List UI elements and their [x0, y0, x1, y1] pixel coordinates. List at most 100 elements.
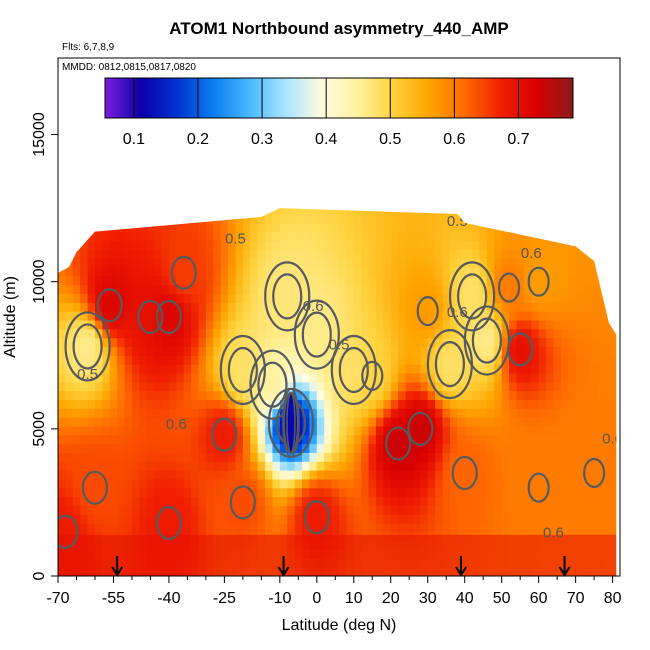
chart-title: ATOM1 Northbound asymmetry_440_AMP [169, 19, 508, 38]
field-cell [449, 434, 458, 445]
field-cell [479, 443, 488, 453]
field-cell [516, 381, 525, 392]
field-cell [94, 390, 103, 401]
field-cell [605, 355, 614, 365]
field-cell [494, 231, 503, 242]
field-cell [516, 461, 525, 471]
field-cell [583, 266, 592, 277]
field-cell [139, 284, 148, 295]
field-cell [124, 434, 133, 445]
field-cell [353, 231, 362, 242]
field-cell [198, 434, 207, 445]
field-cell [213, 302, 222, 312]
field-cell [183, 311, 192, 321]
field-cell [346, 470, 355, 480]
field-cell [58, 275, 66, 286]
field-cell [257, 249, 266, 259]
field-cell [531, 328, 540, 339]
field-cell [265, 284, 274, 295]
field-cell [479, 240, 488, 250]
field-cell [597, 355, 606, 365]
field-cell [109, 266, 118, 277]
field-cell [464, 222, 473, 233]
field-cell [250, 461, 259, 471]
field-cell [553, 487, 562, 498]
field-cell [250, 208, 259, 215]
field-cell [124, 372, 133, 383]
field-cell [390, 523, 399, 533]
field-cell [494, 487, 503, 498]
contour-line [583, 457, 606, 489]
field-cell [235, 222, 244, 233]
field-cell [605, 275, 614, 286]
colorbar-tick-label: 0.1 [123, 131, 145, 148]
field-cell [94, 208, 103, 215]
field-cell [272, 372, 281, 383]
field-cell [213, 514, 222, 524]
field-cell [198, 399, 207, 409]
field-cell [546, 487, 555, 498]
field-cell [575, 487, 584, 498]
field-cell [560, 478, 569, 489]
field-cell [383, 390, 392, 401]
field-cell [583, 452, 592, 462]
field-cell [87, 514, 96, 524]
field-cell [390, 505, 399, 515]
field-cell [383, 399, 392, 409]
field-cell [58, 417, 66, 427]
field-cell [183, 399, 192, 409]
field-cell [509, 443, 518, 453]
field-cell [287, 196, 295, 205]
contour-line [227, 346, 258, 394]
field-cell [117, 346, 126, 356]
field-cell [435, 487, 444, 498]
field-cell [405, 266, 414, 277]
field-cell [80, 443, 89, 453]
field-cell [538, 346, 547, 356]
field-cell [213, 390, 222, 401]
field-cell [139, 425, 148, 436]
field-cell [375, 249, 384, 259]
contour-line [81, 470, 109, 505]
field-cell [213, 355, 222, 365]
field-cell [346, 514, 355, 524]
field-cell [102, 452, 111, 462]
field-cell [294, 249, 303, 259]
field-cell [80, 399, 89, 409]
field-cell [198, 514, 207, 524]
field-cell [316, 514, 325, 524]
field-cell [553, 222, 562, 233]
field-cell [390, 434, 399, 445]
field-cell [117, 452, 126, 462]
field-cell [605, 390, 614, 401]
field-cell [405, 514, 414, 524]
field-cell [206, 196, 214, 205]
field-cell [324, 425, 333, 436]
colorbar-bar [104, 77, 574, 119]
field-cell [183, 231, 192, 242]
field-cell [420, 364, 429, 374]
field-cell [131, 355, 140, 365]
field-cell [501, 417, 510, 427]
field-cell [205, 523, 214, 533]
field-cell [353, 302, 362, 312]
field-cell [383, 355, 392, 365]
field-cell [523, 266, 532, 277]
field-cell [509, 231, 518, 242]
field-cell [213, 275, 222, 286]
field-cell [58, 364, 66, 374]
field-cell [168, 470, 177, 480]
field-cell [375, 496, 384, 506]
field-cell [472, 417, 481, 427]
field-cell [117, 514, 126, 524]
field-cell [472, 390, 481, 401]
field-cell [294, 364, 303, 374]
field-cell [242, 434, 251, 445]
field-cell [516, 266, 525, 277]
field-cell [309, 399, 318, 409]
field-cell [205, 222, 214, 233]
field-cell [546, 275, 555, 286]
field-cell [538, 240, 547, 250]
field-cell [590, 523, 599, 533]
field-cell [412, 372, 421, 383]
